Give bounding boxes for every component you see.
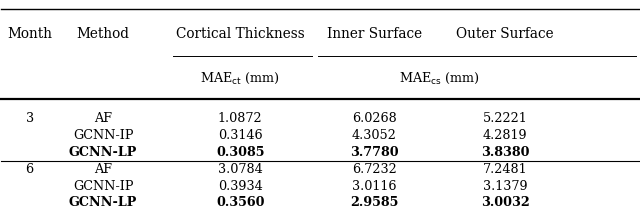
Text: GCNN-LP: GCNN-LP [69, 146, 137, 159]
Text: 6: 6 [26, 163, 34, 176]
Text: Month: Month [7, 27, 52, 41]
Text: MAE$_{\mathrm{ct}}$ (mm): MAE$_{\mathrm{ct}}$ (mm) [200, 71, 280, 86]
Text: AF: AF [94, 163, 112, 176]
Text: 7.2481: 7.2481 [483, 163, 527, 176]
Text: 4.2819: 4.2819 [483, 129, 527, 142]
Text: Cortical Thickness: Cortical Thickness [176, 27, 305, 41]
Text: Outer Surface: Outer Surface [456, 27, 554, 41]
Text: 3.0116: 3.0116 [352, 180, 397, 193]
Text: AF: AF [94, 112, 112, 125]
Text: 3.0784: 3.0784 [218, 163, 262, 176]
Text: GCNN-IP: GCNN-IP [73, 129, 133, 142]
Text: 0.3560: 0.3560 [216, 196, 264, 209]
Text: 0.3146: 0.3146 [218, 129, 262, 142]
Text: 3: 3 [26, 112, 34, 125]
Text: MAE$_{\mathrm{cs}}$ (mm): MAE$_{\mathrm{cs}}$ (mm) [399, 71, 480, 86]
Text: 6.7232: 6.7232 [352, 163, 397, 176]
Text: 0.3934: 0.3934 [218, 180, 262, 193]
Text: 3.1379: 3.1379 [483, 180, 527, 193]
Text: Inner Surface: Inner Surface [327, 27, 422, 41]
Text: Method: Method [77, 27, 129, 41]
Text: GCNN-LP: GCNN-LP [69, 196, 137, 209]
Text: 3.0032: 3.0032 [481, 196, 530, 209]
Text: 3.7780: 3.7780 [350, 146, 399, 159]
Text: 0.3085: 0.3085 [216, 146, 264, 159]
Text: 5.2221: 5.2221 [483, 112, 527, 125]
Text: GCNN-IP: GCNN-IP [73, 180, 133, 193]
Text: 1.0872: 1.0872 [218, 112, 262, 125]
Text: 3.8380: 3.8380 [481, 146, 529, 159]
Text: 6.0268: 6.0268 [352, 112, 397, 125]
Text: 2.9585: 2.9585 [350, 196, 399, 209]
Text: 4.3052: 4.3052 [352, 129, 397, 142]
